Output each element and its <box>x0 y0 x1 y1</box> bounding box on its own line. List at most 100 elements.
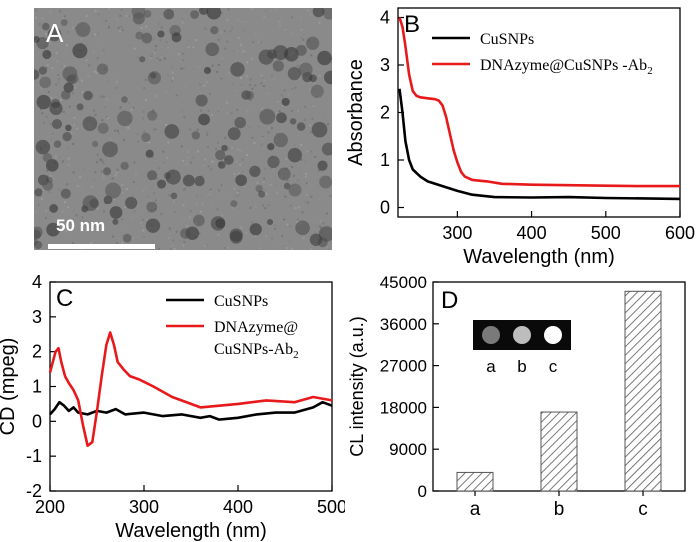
tem-nanoparticle <box>267 155 280 169</box>
tem-nanoparticle <box>39 76 51 89</box>
tem-nanoparticle <box>131 8 146 19</box>
tem-nanoparticle <box>317 50 332 66</box>
tem-noise <box>102 210 105 213</box>
tem-nanoparticle <box>147 170 158 181</box>
tem-noise <box>245 231 248 234</box>
tem-noise <box>190 161 193 164</box>
tem-noise <box>84 68 87 71</box>
tem-noise <box>221 38 224 41</box>
tem-nanoparticle <box>235 174 247 187</box>
tem-noise <box>203 164 206 167</box>
tem-noise <box>314 224 317 227</box>
tem-nanoparticle <box>141 32 153 44</box>
tem-noise <box>45 210 48 213</box>
tem-noise <box>73 116 76 119</box>
tem-noise <box>155 45 158 48</box>
tem-nanoparticle <box>215 218 226 229</box>
tem-noise <box>237 37 240 40</box>
tem-noise <box>215 147 218 150</box>
tem-noise <box>97 26 100 29</box>
tem-noise <box>306 201 309 204</box>
tem-noise <box>309 88 312 91</box>
tem-noise <box>298 77 301 80</box>
tem-noise <box>76 118 79 121</box>
tem-noise <box>125 14 128 17</box>
tem-noise <box>288 240 291 243</box>
tem-noise <box>121 183 124 186</box>
x-tick-label: c <box>638 499 648 520</box>
tem-noise <box>182 67 185 70</box>
tem-noise <box>310 195 313 198</box>
legend-label: CuSNPs-Ab2 <box>214 341 299 361</box>
tem-noise <box>245 75 248 78</box>
tem-noise <box>265 235 268 238</box>
tem-noise <box>242 50 245 53</box>
tem-noise <box>195 112 198 115</box>
tem-noise <box>252 41 255 44</box>
tem-noise <box>88 228 91 231</box>
tem-noise <box>179 129 182 132</box>
tem-noise <box>198 232 201 235</box>
tem-noise <box>85 43 88 46</box>
tem-noise <box>74 27 77 30</box>
tem-nanoparticle <box>102 141 118 158</box>
tem-noise <box>135 89 138 92</box>
tem-noise <box>69 124 72 127</box>
tem-noise <box>128 15 131 18</box>
tem-noise <box>242 21 245 24</box>
tem-nanoparticle <box>267 143 275 151</box>
tem-noise <box>58 188 61 191</box>
tem-noise <box>95 146 98 149</box>
tem-nanoparticle <box>46 222 60 237</box>
tem-nanoparticle <box>309 233 323 246</box>
tem-noise <box>328 155 331 158</box>
tem-noise <box>47 90 50 93</box>
tem-noise <box>48 120 51 123</box>
tem-noise <box>149 127 152 130</box>
tem-noise <box>291 31 294 34</box>
tem-nanoparticle <box>258 190 266 198</box>
tem-noise <box>45 67 48 70</box>
tem-noise <box>200 194 203 197</box>
tem-noise <box>286 179 289 182</box>
tem-noise <box>173 248 176 250</box>
tem-noise <box>208 92 211 95</box>
tem-noise <box>304 118 307 121</box>
y-tick-label: 9000 <box>389 440 427 459</box>
tem-noise <box>242 101 245 104</box>
tem-nanoparticle <box>234 116 246 129</box>
tem-noise <box>229 30 232 33</box>
tem-noise <box>76 184 79 187</box>
tem-noise <box>250 221 253 224</box>
tem-noise <box>121 241 124 244</box>
tem-noise <box>264 207 267 210</box>
tem-nanoparticle <box>195 94 208 107</box>
tem-noise <box>158 241 161 244</box>
tem-noise <box>140 222 143 225</box>
tem-noise <box>51 67 54 70</box>
tem-noise <box>162 161 165 164</box>
tem-noise <box>276 192 279 195</box>
tem-noise <box>100 95 103 98</box>
tem-noise <box>57 73 60 76</box>
tem-noise <box>260 82 263 85</box>
chart-panel-c: 200 300 400 500 -2 -1 0 1 2 3 4 Wavelength (nm) CD (… <box>0 272 345 542</box>
tem-noise <box>196 128 199 131</box>
tem-nanoparticle <box>49 204 59 213</box>
tem-noise <box>68 105 71 108</box>
tem-noise <box>281 105 284 108</box>
tem-noise <box>181 17 184 20</box>
tem-noise <box>97 13 100 16</box>
tem-noise <box>141 117 144 120</box>
tem-noise <box>106 80 109 83</box>
tem-noise <box>261 76 264 79</box>
tem-noise <box>286 223 289 226</box>
tem-noise <box>99 158 102 161</box>
tem-noise <box>186 151 189 154</box>
tem-nanoparticle <box>164 124 180 139</box>
tem-nanoparticle <box>145 149 154 158</box>
tem-noise <box>116 168 119 171</box>
tem-noise <box>165 41 168 44</box>
tem-noise <box>164 45 167 48</box>
tem-noise <box>270 127 273 130</box>
